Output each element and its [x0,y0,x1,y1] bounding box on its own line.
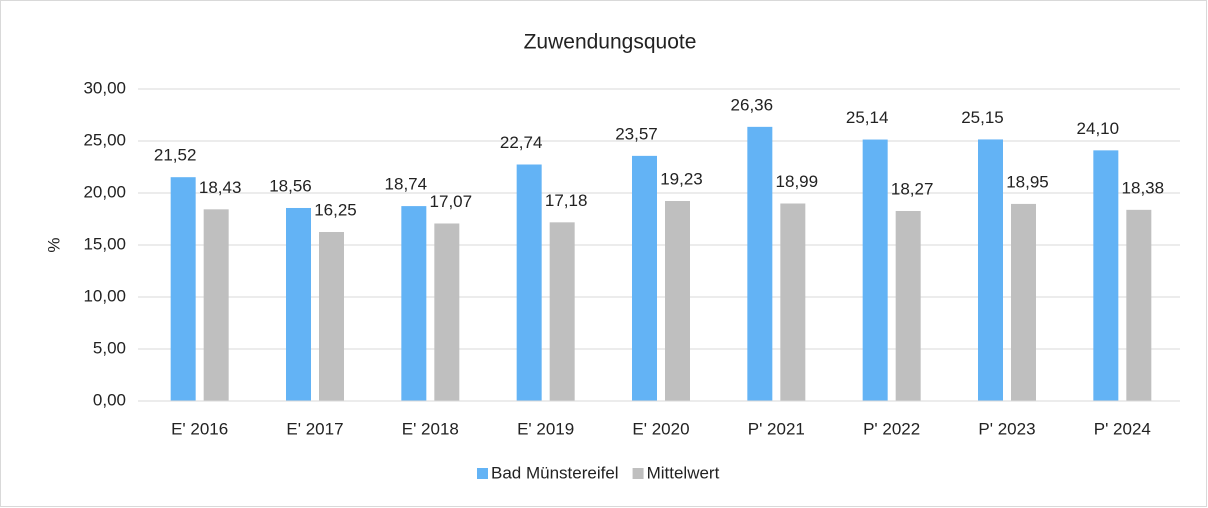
bar [978,139,1003,401]
value-label: 26,36 [731,95,774,114]
y-tick-label: 0,00 [93,390,126,409]
value-label: 16,25 [314,200,357,219]
chart-title: Zuwendungsquote [524,31,697,54]
y-tick-label: 5,00 [93,338,126,357]
bar [895,210,921,401]
x-tick-label: E' 2020 [632,419,689,438]
value-label: 19,23 [660,169,703,188]
legend-swatch [477,468,488,479]
y-tick-label: 25,00 [83,130,126,149]
bar [1126,209,1152,401]
bar [1093,150,1119,401]
x-tick-label: E' 2019 [517,419,574,438]
bar [401,206,427,401]
legend-label: Mittelwert [647,463,720,482]
y-tick-label: 20,00 [83,182,126,201]
legend-swatch [632,468,644,479]
value-label: 25,15 [961,108,1004,127]
x-tick-label: P' 2021 [748,419,805,438]
y-axis-title: % [44,237,63,252]
value-label: 17,07 [430,192,473,211]
value-label: 23,57 [615,124,658,143]
value-label: 17,18 [545,191,588,210]
bar [632,155,657,401]
y-tick-label: 15,00 [83,234,126,253]
x-tick-label: P' 2024 [1094,419,1151,438]
value-label: 21,52 [154,146,197,165]
y-tick-label: 10,00 [83,286,126,305]
x-tick-label: E' 2017 [286,419,343,438]
value-label: 18,38 [1122,178,1165,197]
bar [319,232,344,401]
bar [1011,203,1036,401]
bar [203,209,229,401]
bar [516,164,542,401]
bar [549,222,575,401]
bar [434,223,460,401]
y-tick-label: 30,00 [83,78,126,97]
x-tick-label: P' 2023 [978,419,1035,438]
bar [780,203,806,401]
value-label: 18,95 [1006,172,1049,191]
x-tick-label: P' 2022 [863,419,920,438]
bar [862,139,888,401]
value-label: 22,74 [500,133,543,152]
bar [286,207,311,401]
value-label: 25,14 [846,108,889,127]
value-label: 18,43 [199,178,242,197]
value-label: 18,74 [385,175,428,194]
bar [665,201,690,401]
value-label: 18,99 [776,172,819,191]
value-label: 18,27 [891,179,934,198]
bar [170,177,196,401]
x-tick-label: E' 2018 [402,419,459,438]
value-label: 18,56 [269,176,312,195]
bar [747,126,773,401]
value-label: 24,10 [1077,119,1120,138]
x-tick-label: E' 2016 [171,419,228,438]
legend-label: Bad Münstereifel [491,463,619,482]
